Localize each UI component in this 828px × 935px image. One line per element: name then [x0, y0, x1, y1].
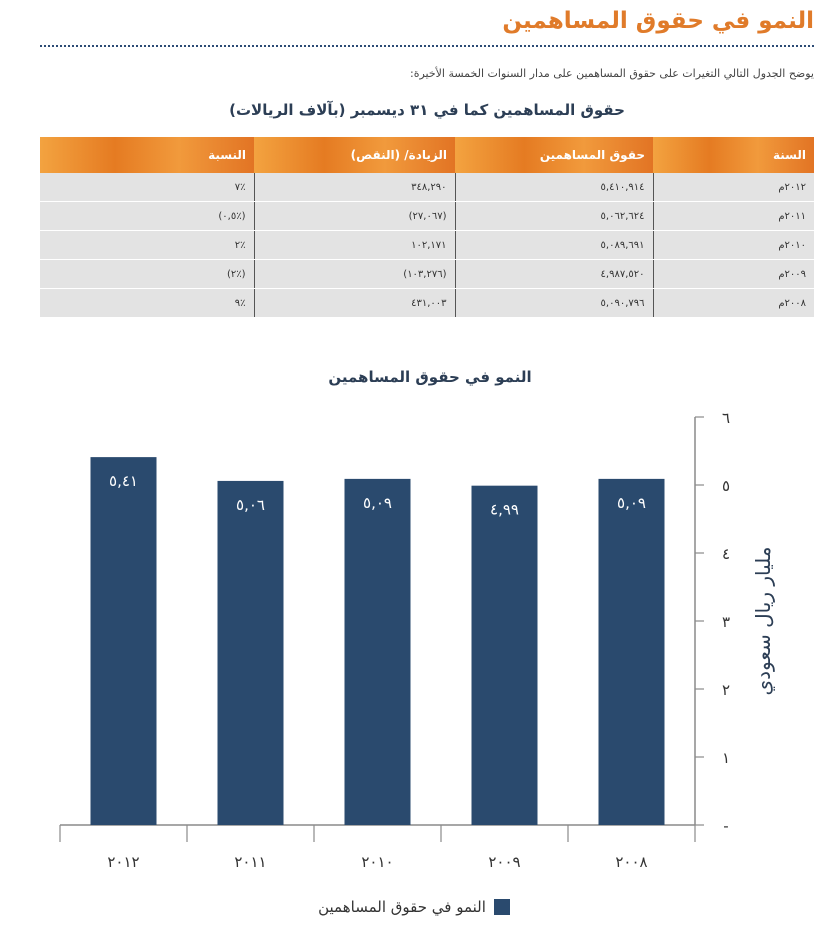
- cell-change: ٣٤٨,٢٩٠: [253, 173, 455, 202]
- y-tick-label: ٦: [722, 409, 730, 427]
- bar-value-label: ٥,٠٦: [236, 496, 265, 514]
- x-tick-label: ٢٠١١: [234, 853, 266, 871]
- cell-year: ٢٠٠٨م: [652, 288, 814, 318]
- cell-change: ١٠٢,١٧١: [253, 230, 455, 260]
- cell-year: ٢٠١٢م: [652, 173, 814, 202]
- y-tick-label: ٣: [722, 613, 730, 631]
- cell-year: ٢٠١٠م: [652, 230, 814, 260]
- cell-equity: ٥,٠٩٠,٧٩٦: [454, 288, 653, 318]
- y-tick-label: -: [723, 817, 728, 835]
- bar: [90, 457, 157, 825]
- chart-title: النمو في حقوق المساهمين: [328, 368, 532, 386]
- cell-year: ٢٠١١م: [652, 201, 814, 231]
- cell-change: (١٠٣,٢٧٦): [253, 259, 455, 289]
- x-tick-label: ٢٠٠٩: [488, 853, 520, 871]
- cell-percent: (٪٢): [40, 259, 254, 289]
- cell-percent: ٪٩: [40, 288, 254, 318]
- title-divider: [40, 45, 814, 47]
- y-tick-label: ٥: [722, 477, 730, 495]
- table-row: ٢٠٠٩م ٤,٩٨٧,٥٢٠ (١٠٣,٢٧٦) (٪٢): [40, 259, 814, 289]
- table-row: ٢٠١١م ٥,٠٦٢,٦٢٤ (٢٧,٠٦٧) (٪٠,٥): [40, 201, 814, 231]
- table-row: ٢٠١٢م ٥,٤١٠,٩١٤ ٣٤٨,٢٩٠ ٪٧: [40, 173, 814, 202]
- page-title: النمو في حقوق المساهمين: [502, 8, 814, 34]
- cell-year: ٢٠٠٩م: [652, 259, 814, 289]
- bar-value-label: ٥,٠٩: [617, 494, 646, 512]
- bar-value-label: ٥,٤١: [109, 472, 138, 490]
- cell-percent: ٪٧: [40, 173, 254, 202]
- cell-equity: ٥,٤١٠,٩١٤: [454, 173, 653, 202]
- bar: [598, 478, 665, 825]
- bar-value-label: ٤,٩٩: [490, 501, 519, 519]
- intro-text: يوضح الجدول التالي التغيرات على حقوق الم…: [409, 67, 814, 80]
- cell-change: ٤٣١,٠٠٣: [253, 288, 455, 318]
- header-percent: النسبة: [40, 137, 254, 173]
- bar: [344, 478, 411, 825]
- table-title: حقوق المساهمين كما في ٣١ ديسمبر (بآلاف ا…: [229, 101, 625, 119]
- cell-percent: ٪٢: [40, 230, 254, 260]
- bar-value-label: ٥,٠٩: [363, 494, 392, 512]
- cell-change: (٢٧,٠٦٧): [253, 201, 455, 231]
- bar: [217, 480, 284, 825]
- y-axis-label: مليار ريال سعودي: [751, 547, 776, 696]
- header-year: السنة: [653, 137, 814, 173]
- equity-table: السنة حقوق المساهمين الزيادة/ (النقص) ال…: [40, 137, 814, 318]
- table-row: ٢٠١٠م ٥,٠٨٩,٦٩١ ١٠٢,١٧١ ٪٢: [40, 230, 814, 260]
- y-tick-label: ٤: [722, 545, 730, 563]
- y-tick-label: ١: [722, 749, 730, 767]
- cell-equity: ٥,٠٦٢,٦٢٤: [454, 201, 653, 231]
- cell-equity: ٤,٩٨٧,٥٢٠: [454, 259, 653, 289]
- legend-swatch: [493, 899, 510, 915]
- x-tick-label: ٢٠٠٨: [615, 853, 647, 871]
- y-tick-label: ٢: [722, 681, 730, 699]
- header-change: الزيادة/ (النقص): [254, 137, 455, 173]
- table-header-row: السنة حقوق المساهمين الزيادة/ (النقص) ال…: [40, 137, 814, 173]
- table-row: ٢٠٠٨م ٥,٠٩٠,٧٩٦ ٤٣١,٠٠٣ ٪٩: [40, 288, 814, 318]
- x-tick-label: ٢٠١٢: [107, 853, 139, 871]
- header-equity: حقوق المساهمين: [455, 137, 653, 173]
- cell-equity: ٥,٠٨٩,٦٩١: [454, 230, 653, 260]
- bar: [471, 485, 538, 825]
- chart-legend: النمو في حقوق المساهمين: [0, 898, 828, 916]
- cell-percent: (٪٠,٥): [40, 201, 254, 231]
- x-tick-label: ٢٠١٠: [361, 853, 393, 871]
- legend-label: النمو في حقوق المساهمين: [318, 898, 486, 916]
